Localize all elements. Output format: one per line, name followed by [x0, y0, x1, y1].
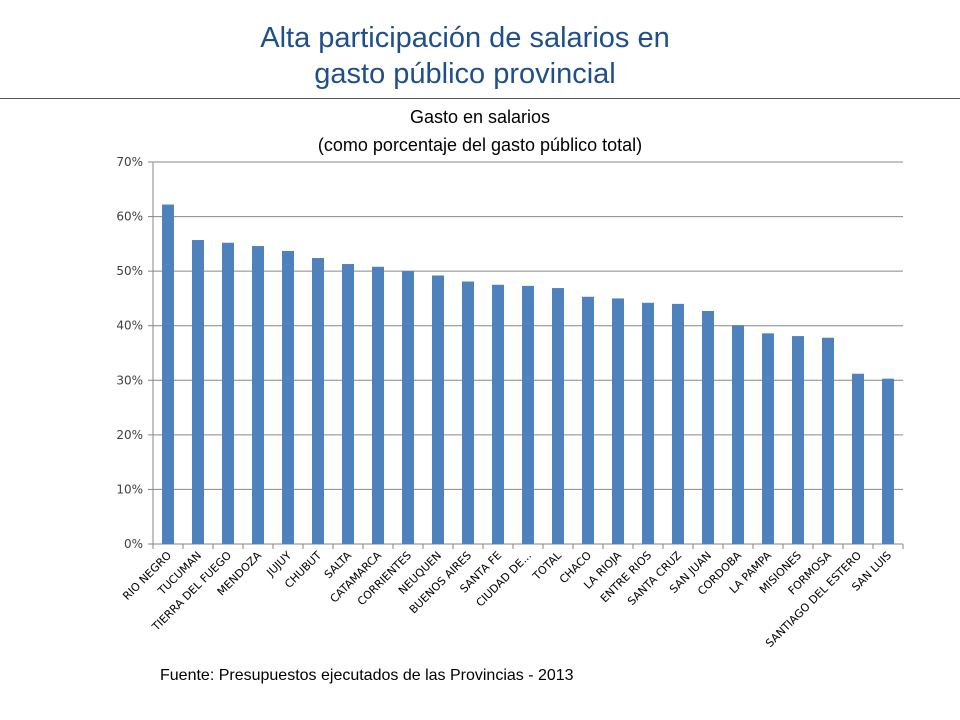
slide-title: Alta participación de salarios en gasto …: [0, 20, 930, 92]
bar: [822, 337, 834, 544]
bar: [372, 266, 384, 544]
bar: [192, 240, 204, 544]
y-tick-labels: 0% 10% 20% 30% 40% 50% 60% 70%: [116, 155, 143, 551]
bar: [342, 264, 354, 544]
bar: [792, 336, 804, 544]
title-divider: [0, 98, 960, 99]
bar: [492, 284, 504, 544]
bar: [642, 302, 654, 544]
y-tick-label: 10%: [116, 482, 143, 496]
bar: [432, 275, 444, 544]
bar: [732, 325, 744, 544]
bar: [582, 296, 594, 544]
bar: [882, 378, 894, 544]
bar: [252, 246, 264, 545]
bar: [312, 258, 324, 544]
bar: [702, 310, 714, 544]
bar: [222, 242, 234, 544]
bar: [162, 204, 174, 544]
source-note: Fuente: Presupuestos ejecutados de las P…: [160, 667, 574, 684]
bar: [672, 303, 684, 544]
slide-title-line-1: Alta participación de salarios en: [260, 22, 670, 54]
y-tick-label: 60%: [116, 210, 143, 224]
bars: [162, 204, 894, 545]
chart-title: Gasto en salarios: [409, 107, 551, 127]
y-tick-label: 0%: [124, 537, 143, 551]
bar: [402, 271, 414, 544]
bar: [282, 250, 294, 545]
y-tick-label: 50%: [116, 264, 143, 278]
y-tick-label: 70%: [116, 155, 143, 169]
bar: [612, 298, 624, 544]
chart-subtitle: (como porcentaje del gasto público total…: [317, 135, 643, 155]
bar: [462, 281, 474, 544]
bar: [762, 333, 774, 544]
y-tick-label: 40%: [116, 319, 143, 333]
bar: [552, 288, 564, 544]
y-tick-label: 30%: [116, 373, 143, 387]
slide-title-line-2: gasto público provincial: [314, 58, 616, 90]
bar: [852, 373, 864, 544]
y-tick-label: 20%: [116, 428, 143, 442]
bar: [522, 285, 534, 544]
